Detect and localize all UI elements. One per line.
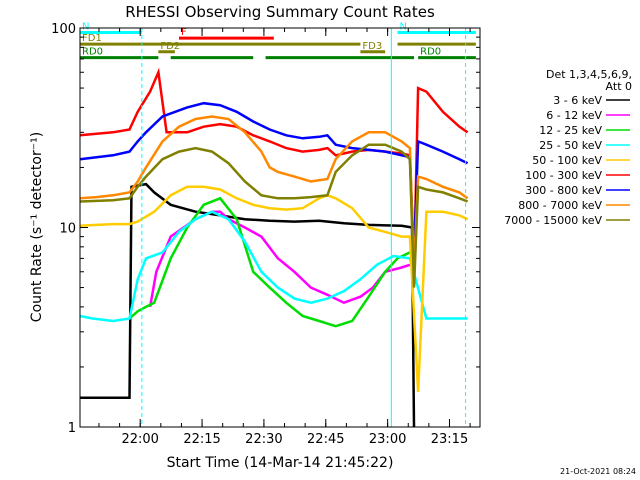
render-timestamp: 21-Oct-2021 08:24	[560, 467, 636, 476]
x-tick-label: 23:15	[431, 432, 468, 447]
x-tick-label: 22:30	[245, 432, 282, 447]
legend: Det 1,3,4,5,6,9, Att 0 3 - 6 keV 6 - 12 k…	[504, 68, 632, 227]
legend-item-label: 6 - 12 keV	[546, 109, 602, 122]
flag-label: FD3	[362, 41, 382, 52]
series-line-9	[79, 143, 469, 288]
legend-item-label: 25 - 50 keV	[539, 139, 602, 152]
legend-item-label: 300 - 800 keV	[525, 184, 602, 197]
legend-item-label: 800 - 7000 keV	[518, 199, 602, 212]
legend-header-line: Det 1,3,4,5,6,9,	[546, 68, 632, 81]
x-tick-label: 23:00	[369, 432, 406, 447]
x-tick-label: 22:00	[121, 432, 158, 447]
x-axis-label: Start Time (14-Mar-14 21:45:22)	[167, 455, 394, 471]
flag-label: N	[82, 21, 89, 32]
y-tick-label: 100	[51, 22, 76, 37]
flag-label: FD2	[160, 41, 180, 52]
legend-item-label: 50 - 100 keV	[532, 154, 602, 167]
x-tick-label: 22:15	[183, 432, 220, 447]
flag-label: F	[181, 27, 187, 38]
axis-layer: 22:00 22:15 22:30 22:45 23:00 23:15 1 10 100	[51, 22, 480, 447]
legend-item-label: 100 - 300 keV	[525, 169, 602, 182]
y-tick-label: 10	[59, 222, 76, 237]
legend-item-label: 3 - 6 keV	[553, 94, 602, 107]
y-axis-label: Count Rate (s⁻¹ detector⁻¹)	[29, 132, 45, 322]
series-line-1	[80, 182, 416, 428]
y-tick-label: 1	[68, 421, 76, 436]
flag-label: N	[400, 21, 407, 32]
legend-item-label: 12 - 25 keV	[539, 124, 602, 137]
flag-label: RD0	[420, 47, 441, 58]
x-tick-label: 22:45	[307, 432, 344, 447]
legend-header-line: Att 0	[606, 80, 632, 93]
legend-items: 3 - 6 keV 6 - 12 keV 12 - 25 keV 25 - 50 ke…	[504, 94, 630, 227]
series-line-5	[79, 185, 469, 392]
series-line-4	[79, 210, 468, 323]
chart-title: RHESSI Observing Summary Count Rates	[125, 3, 435, 21]
legend-item-label: 7000 - 15000 keV	[504, 214, 602, 227]
flag-label: FD1	[82, 33, 102, 44]
series-line-3	[128, 196, 411, 328]
flags-layer: N N F FD1 FD2 FD3 RD0 RD0	[80, 21, 476, 60]
series-layer	[79, 67, 469, 428]
flag-label: RD0	[82, 47, 103, 58]
